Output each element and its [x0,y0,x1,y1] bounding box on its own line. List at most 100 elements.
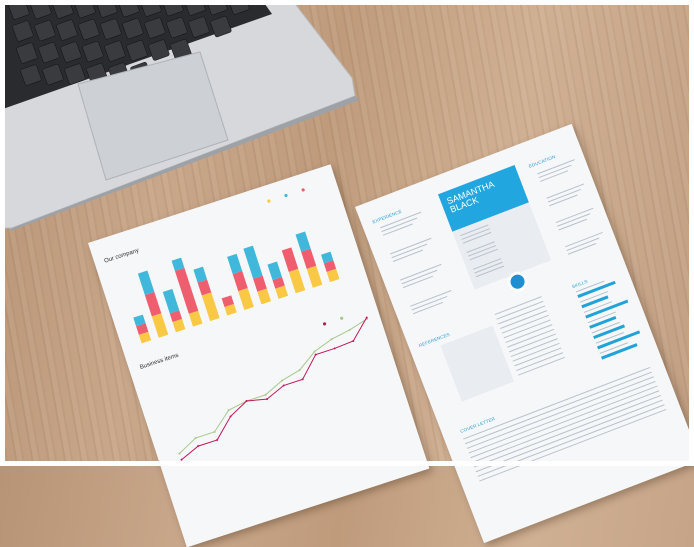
series-point [264,393,267,396]
key [34,19,56,42]
text-line [494,296,542,316]
series-point [216,438,219,441]
legend-dot [267,199,271,203]
bar-segment [227,253,243,275]
key [100,18,122,40]
laptop [0,0,360,232]
series-point [282,384,285,387]
text-line [410,290,452,307]
bar-segment [253,275,267,292]
bar-segment [272,276,285,289]
text-line [565,232,603,248]
trackpad [77,51,229,181]
bar-segment [171,257,185,272]
bar-segment [295,231,311,252]
legend-dot [301,188,305,192]
key [12,20,34,42]
text-line [400,263,442,281]
bar-segment [257,288,271,305]
series-point [227,409,230,412]
key [104,40,126,62]
bar-segment [151,313,169,338]
series-point [365,316,368,319]
legend-dot [284,193,288,198]
series-point [330,338,333,341]
bar-segment [169,310,183,322]
bar-segment [232,270,248,292]
key [16,42,38,64]
key [78,18,100,41]
chart-sheet: Our company Business items [88,164,430,547]
bar-segment [188,310,203,327]
bar-segment [162,288,180,314]
series-point [298,369,301,372]
text-line [475,399,663,473]
bar-segment [174,267,199,314]
series-line [179,318,368,454]
series-line [181,317,368,461]
bar-segment [133,314,146,327]
skill-bar [589,316,616,329]
key [60,41,82,63]
bar-segment [243,245,263,279]
key [188,16,210,38]
bar-segment [197,279,212,296]
text-line [472,390,660,464]
cover-letter-heading: COVER LETTER [459,416,496,434]
bar-segment [306,265,323,288]
skill-bar [581,295,608,308]
series-point [180,458,183,461]
bar-segment [193,266,208,283]
key [144,17,166,39]
series-point [313,350,316,353]
bar-segment [275,285,289,299]
series-point [245,399,248,402]
series-point [352,340,355,343]
bar-segment [281,247,299,272]
laptop-edge [8,96,360,232]
key [122,17,144,40]
bar-segment [138,331,152,344]
bar-segment [201,292,220,322]
key [38,41,60,64]
key [210,15,232,38]
text-line [546,183,585,199]
bar-segment [326,268,340,283]
bar-segment [267,261,282,281]
key [126,39,148,62]
key [148,39,170,61]
series-point [348,328,351,331]
bar-segment [301,248,317,269]
legend-dot [340,316,344,320]
bar-segment [323,260,337,272]
chart-graphics [133,188,369,461]
legend-dot [322,322,327,326]
bar-segment [172,318,186,333]
bar-segment [137,270,155,295]
series-point [314,353,317,356]
bar-segment [224,303,237,316]
text-line [473,394,662,468]
series-point [178,452,181,455]
series-point [266,398,269,401]
text-line [479,408,667,482]
bar-segment [288,268,306,294]
bar-segment [144,291,162,317]
series-point [333,347,336,350]
series-point [301,378,304,381]
series-point [194,437,197,440]
key [20,64,42,86]
text-line [477,404,665,478]
key [56,19,78,41]
text-line [390,237,432,255]
key [82,40,104,63]
key [42,63,64,86]
bar-segment [221,295,234,307]
series-point [281,379,284,382]
series-point [213,430,216,433]
text-line [555,207,594,224]
bar-segment [238,288,254,310]
series-point [229,415,232,418]
bar-segment [136,323,149,335]
bar-segment [321,251,334,264]
